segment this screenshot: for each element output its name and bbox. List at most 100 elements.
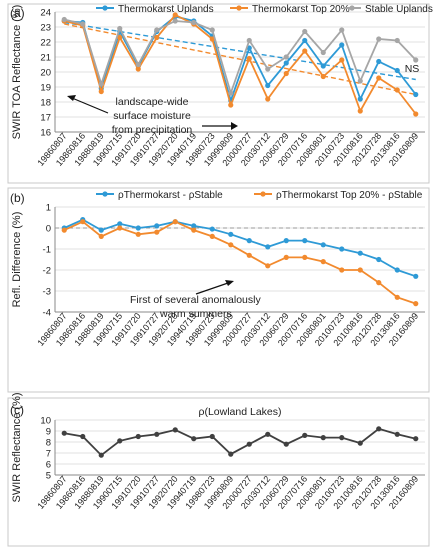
- series-line: [63, 220, 417, 305]
- data-point: [265, 431, 271, 437]
- data-point: [228, 242, 234, 248]
- data-point: [209, 233, 215, 239]
- data-point: [376, 36, 382, 42]
- data-point: [265, 244, 271, 250]
- y-tick-label: 20: [40, 68, 51, 79]
- data-point: [117, 221, 123, 227]
- panel-c-chart: 5678910198608071986081619880819199007151…: [7, 392, 430, 547]
- data-point: [394, 294, 400, 300]
- data-point: [376, 280, 382, 286]
- data-point: [154, 27, 160, 33]
- legend-label: Stable Uplands: [365, 4, 433, 15]
- data-point: [376, 58, 382, 65]
- data-point: [339, 42, 345, 48]
- data-point: [191, 227, 197, 233]
- data-point: [172, 18, 178, 24]
- y-axis-label: SWIR TOA Reflectance (%): [11, 5, 23, 140]
- data-point: [283, 254, 289, 260]
- panel-frame: [7, 187, 430, 393]
- series-line: [64, 18, 417, 96]
- data-point: [413, 57, 419, 63]
- data-point: [357, 78, 363, 84]
- data-point: [209, 27, 215, 33]
- data-point: [320, 73, 326, 80]
- annotation-arrow: [71, 97, 109, 114]
- data-point: [320, 259, 326, 265]
- data-point: [98, 233, 104, 239]
- data-point: [135, 231, 141, 237]
- data-point: [191, 436, 197, 442]
- data-point: [413, 91, 419, 98]
- data-point: [98, 88, 104, 95]
- data-point: [283, 60, 289, 66]
- y-tick-label: -4: [43, 308, 51, 319]
- y-tick-label: 21: [40, 53, 51, 64]
- legend-label: ρThermokarst - ρStable: [118, 190, 223, 201]
- data-point: [376, 256, 382, 263]
- y-tick-label: 0: [46, 224, 51, 235]
- series-line: [63, 218, 417, 278]
- panel-label: (a): [10, 6, 25, 20]
- data-point: [339, 246, 345, 252]
- y-tick-label: 22: [40, 38, 51, 49]
- y-axis-label: SWIR Reflectance (%): [11, 392, 23, 502]
- y-tick-label: -3: [43, 287, 51, 298]
- data-point: [394, 431, 400, 437]
- annotation-line: warm summers: [159, 308, 232, 320]
- legend-label: ρThermokarst Top 20% - ρStable: [276, 190, 423, 201]
- data-point: [357, 267, 363, 273]
- data-point: [394, 67, 400, 74]
- data-point: [283, 441, 289, 447]
- legend-marker: [102, 5, 108, 11]
- data-point: [339, 27, 345, 33]
- data-point: [228, 451, 234, 457]
- legend-marker: [102, 191, 108, 197]
- chart-title: ρ(Lowland Lakes): [198, 406, 281, 418]
- legend-marker: [260, 191, 266, 197]
- data-point: [228, 90, 234, 96]
- y-tick-label: 10: [40, 416, 51, 427]
- data-point: [61, 16, 67, 23]
- data-point: [172, 219, 178, 225]
- y-tick-label: 9: [46, 427, 51, 438]
- panel-b-chart: -4-3-2-101198608071986081619880819199007…: [7, 187, 430, 393]
- data-point: [339, 267, 345, 273]
- legend-label: Thermokarst Top 20%: [252, 4, 350, 15]
- data-point: [246, 238, 252, 244]
- data-point: [80, 219, 86, 225]
- data-point: [302, 48, 308, 54]
- data-point: [357, 250, 363, 256]
- data-point: [413, 301, 419, 307]
- data-point: [339, 57, 345, 63]
- data-point: [302, 254, 308, 260]
- data-point: [154, 431, 160, 437]
- data-point: [80, 433, 86, 440]
- series-line: [64, 427, 417, 457]
- data-point: [339, 435, 345, 441]
- data-point: [376, 75, 382, 81]
- data-point: [98, 227, 104, 233]
- y-tick-label: 24: [40, 8, 51, 19]
- data-point: [394, 37, 400, 44]
- annotation-line: surface moisture: [113, 110, 191, 122]
- y-tick-label: -1: [43, 245, 51, 256]
- data-point: [265, 66, 271, 72]
- data-point: [246, 37, 252, 44]
- arrow-head: [231, 122, 238, 130]
- data-point: [413, 436, 419, 442]
- data-point: [117, 25, 123, 32]
- y-tick-label: 1: [46, 203, 51, 214]
- annotation-line: from precipitation: [112, 124, 193, 136]
- data-point: [98, 452, 104, 458]
- data-point: [61, 227, 67, 233]
- data-point: [376, 426, 382, 432]
- annotation-arrow: [195, 282, 229, 295]
- data-point: [265, 96, 271, 102]
- panel-label: (c): [10, 403, 24, 417]
- data-point: [135, 61, 141, 68]
- panel-a-chart: 1617181920212223241986080719860816198808…: [7, 3, 433, 184]
- legend-label: Thermokarst Uplands: [118, 4, 214, 15]
- data-point: [154, 34, 160, 41]
- data-point: [302, 28, 308, 35]
